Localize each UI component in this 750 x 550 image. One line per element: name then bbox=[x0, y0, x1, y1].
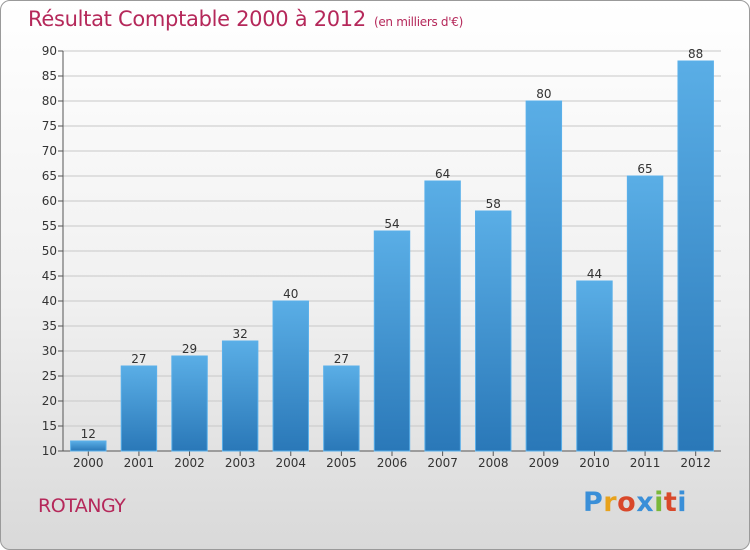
x-tick-label: 2012 bbox=[680, 456, 711, 470]
y-tick-label: 55 bbox=[42, 219, 57, 233]
x-tick-label: 2003 bbox=[225, 456, 256, 470]
logo-letter: t bbox=[663, 487, 678, 518]
x-tick-label: 2002 bbox=[174, 456, 205, 470]
data-label-2005: 27 bbox=[334, 352, 349, 366]
bar-2001 bbox=[120, 365, 158, 452]
data-label-2012: 88 bbox=[688, 47, 703, 61]
data-label-2008: 58 bbox=[486, 197, 501, 211]
bar-2007 bbox=[424, 180, 461, 452]
y-tick-label: 80 bbox=[42, 94, 57, 108]
bar-2009 bbox=[525, 100, 563, 452]
value-labels: 12 27 29 32 40 27 54 64 58 80 44 65 88 bbox=[81, 47, 704, 441]
commune-name: ROTANGY bbox=[38, 495, 126, 517]
y-tick-label: 85 bbox=[42, 69, 57, 83]
x-tick-label: 2010 bbox=[579, 456, 610, 470]
y-tick-label: 25 bbox=[42, 369, 57, 383]
bars bbox=[70, 60, 714, 452]
y-tick-label: 70 bbox=[42, 144, 57, 158]
chart-subtitle: (en milliers d'€) bbox=[373, 15, 463, 29]
bar-2002 bbox=[171, 355, 208, 452]
data-label-2011: 65 bbox=[637, 162, 652, 176]
y-tick-label: 45 bbox=[42, 269, 57, 283]
bar-2000 bbox=[70, 440, 107, 452]
data-label-2010: 44 bbox=[587, 267, 602, 281]
logo-letter: i bbox=[654, 487, 664, 518]
data-label-2001: 27 bbox=[131, 352, 146, 366]
x-tick-label: 2007 bbox=[427, 456, 458, 470]
data-label-2002: 29 bbox=[182, 342, 197, 356]
bar-2012 bbox=[677, 60, 714, 452]
chart-title-text: Résultat Comptable 2000 à 2012 bbox=[28, 7, 366, 31]
y-tick-label: 35 bbox=[42, 319, 57, 333]
data-label-2009: 80 bbox=[536, 87, 551, 101]
x-tick-label: 2004 bbox=[275, 456, 306, 470]
x-tick-label: 2005 bbox=[326, 456, 357, 470]
logo-letter: r bbox=[603, 487, 618, 518]
bar-2006 bbox=[373, 230, 411, 452]
bar-2005 bbox=[323, 365, 360, 452]
logo-letter: P bbox=[583, 487, 604, 518]
bar-2008 bbox=[475, 210, 512, 452]
x-tick-label: 2006 bbox=[377, 456, 408, 470]
bar-2003 bbox=[221, 340, 259, 452]
x-tick-label: 2009 bbox=[529, 456, 560, 470]
x-tick-label: 2011 bbox=[630, 456, 661, 470]
bar-2011 bbox=[626, 175, 664, 452]
y-tick-label: 15 bbox=[42, 419, 57, 433]
x-tick-label: 2001 bbox=[124, 456, 155, 470]
y-tick-label: 60 bbox=[42, 194, 57, 208]
y-tick-label: 10 bbox=[42, 444, 57, 458]
x-tick-label: 2000 bbox=[73, 456, 104, 470]
y-tick-label: 40 bbox=[42, 294, 57, 308]
data-label-2006: 54 bbox=[384, 217, 399, 231]
logo-letter: x bbox=[636, 487, 655, 518]
data-label-2007: 64 bbox=[435, 167, 450, 181]
y-tick-label: 20 bbox=[42, 394, 57, 408]
y-tick-label: 90 bbox=[42, 44, 57, 58]
chart-title: Résultat Comptable 2000 à 2012 (en millie… bbox=[28, 7, 463, 31]
proxiti-logo: Proxiti bbox=[583, 487, 687, 518]
logo-letter: i bbox=[677, 487, 688, 518]
bar-2004 bbox=[272, 300, 309, 452]
y-tick-label: 65 bbox=[42, 169, 57, 183]
y-tick-label: 30 bbox=[42, 344, 57, 358]
logo-letter: o bbox=[617, 487, 637, 518]
x-tick-label: 2008 bbox=[478, 456, 509, 470]
data-label-2004: 40 bbox=[283, 287, 298, 301]
y-tick-label: 75 bbox=[42, 119, 57, 133]
y-tick-label: 50 bbox=[42, 244, 57, 258]
data-label-2000: 12 bbox=[81, 427, 96, 441]
data-label-2003: 32 bbox=[233, 327, 248, 341]
bar-2010 bbox=[576, 280, 613, 452]
